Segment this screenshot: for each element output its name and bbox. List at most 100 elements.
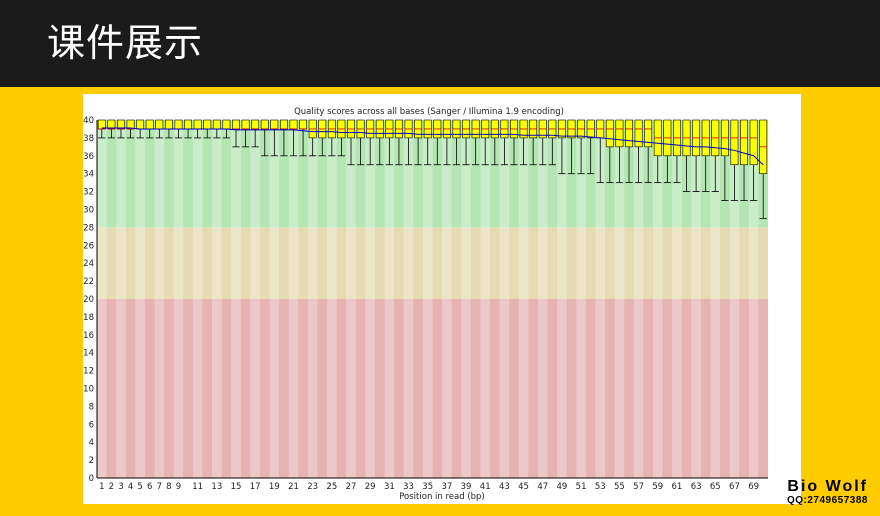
quartile-box [260, 119, 269, 130]
position-stripe [173, 120, 184, 478]
position-stripe [499, 120, 510, 478]
quartile-box [749, 119, 758, 166]
x-tick-label: 21 [288, 482, 299, 492]
y-tick-label: 34 [83, 170, 94, 180]
y-tick-label: 8 [89, 402, 94, 412]
quartile-box [203, 119, 212, 130]
quartile-box [251, 119, 260, 130]
chart-title: Quality scores across all bases (Sanger … [294, 107, 564, 117]
quartile-box [184, 119, 193, 130]
quartile-box [145, 119, 154, 130]
quartile-box [164, 119, 173, 130]
slide-title: 课件展示 [47, 21, 204, 65]
position-stripe [595, 120, 606, 478]
position-stripe [250, 120, 260, 478]
quartile-box [605, 119, 614, 148]
quartile-box [193, 119, 202, 130]
mean-quality-line [101, 127, 764, 166]
position-stripe [192, 120, 203, 478]
watermark-name: Bio Wolf [787, 478, 868, 495]
x-tick-label: 13 [211, 482, 222, 492]
y-tick-label: 30 [83, 206, 94, 216]
x-tick-label: 11 [192, 482, 203, 492]
position-stripe [288, 120, 299, 478]
y-tick-label: 28 [83, 223, 94, 233]
position-stripe [652, 120, 663, 478]
y-tick-label: 12 [83, 367, 94, 377]
position-stripe [231, 120, 241, 478]
position-stripe [557, 120, 567, 478]
position-stripe [327, 120, 337, 478]
x-tick-label: 2 [109, 482, 114, 492]
position-stripe [116, 120, 126, 478]
quartile-box [740, 119, 748, 166]
x-tick-label: 45 [518, 482, 529, 492]
position-stripe [672, 120, 682, 478]
quartile-box [730, 119, 739, 166]
position-stripe [212, 120, 222, 478]
x-tick-label: 6 [147, 482, 152, 492]
position-stripe [403, 120, 414, 478]
x-tick-label: 39 [461, 482, 472, 492]
x-axis-label: Position in read (bp) [399, 492, 485, 502]
x-tick-label: 35 [422, 482, 433, 492]
x-tick-label: 57 [633, 482, 644, 492]
x-tick-label: 17 [250, 482, 261, 492]
quality-zone-reasonable [97, 227, 768, 299]
quartile-box [644, 119, 653, 148]
x-tick-label: 33 [403, 482, 414, 492]
position-stripe [384, 120, 395, 478]
position-stripe [442, 120, 452, 478]
x-tick-label: 61 [672, 482, 683, 492]
x-tick-label: 37 [441, 482, 452, 492]
x-tick-label: 8 [166, 482, 171, 492]
position-stripe [614, 120, 625, 478]
quartile-box [299, 119, 308, 130]
position-stripe [691, 120, 701, 478]
position-stripe [154, 120, 165, 478]
y-tick-label: 22 [83, 277, 94, 287]
quartile-box [634, 119, 643, 148]
x-tick-label: 7 [157, 482, 162, 492]
x-tick-label: 5 [137, 482, 142, 492]
x-tick-label: 69 [748, 482, 759, 492]
quartile-box [155, 119, 164, 130]
position-stripe [346, 120, 356, 478]
position-stripe [576, 120, 586, 478]
author-watermark: Bio Wolf QQ:2749657388 [787, 478, 868, 507]
position-stripe [269, 120, 280, 478]
position-stripe [461, 120, 471, 478]
y-tick-label: 14 [83, 349, 94, 359]
quartile-box [212, 119, 221, 130]
x-tick-label: 55 [614, 482, 625, 492]
y-tick-label: 4 [89, 438, 94, 448]
y-tick-label: 26 [83, 241, 94, 251]
x-tick-label: 67 [729, 482, 740, 492]
position-stripe [537, 120, 548, 478]
quartile-box [625, 119, 633, 148]
position-stripe [422, 120, 433, 478]
quartile-box [174, 119, 183, 130]
x-tick-label: 51 [576, 482, 587, 492]
position-stripe [748, 120, 759, 478]
x-tick-label: 63 [691, 482, 702, 492]
x-tick-label: 53 [595, 482, 606, 492]
slide-header: 课件展示 [0, 0, 880, 87]
x-tick-label: 4 [128, 482, 133, 492]
position-stripe [365, 120, 375, 478]
position-stripe [710, 120, 721, 478]
quartile-box [222, 119, 231, 130]
y-tick-label: 24 [83, 259, 94, 269]
x-tick-label: 43 [499, 482, 510, 492]
position-stripe [633, 120, 644, 478]
watermark-qq: QQ:2749657388 [786, 495, 868, 506]
x-tick-label: 65 [710, 482, 721, 492]
y-tick-label: 38 [83, 134, 94, 144]
position-stripe [729, 120, 740, 478]
x-tick-label: 41 [480, 482, 491, 492]
x-tick-label: 19 [269, 482, 280, 492]
y-tick-label: 20 [83, 295, 94, 305]
x-tick-label: 49 [556, 482, 567, 492]
